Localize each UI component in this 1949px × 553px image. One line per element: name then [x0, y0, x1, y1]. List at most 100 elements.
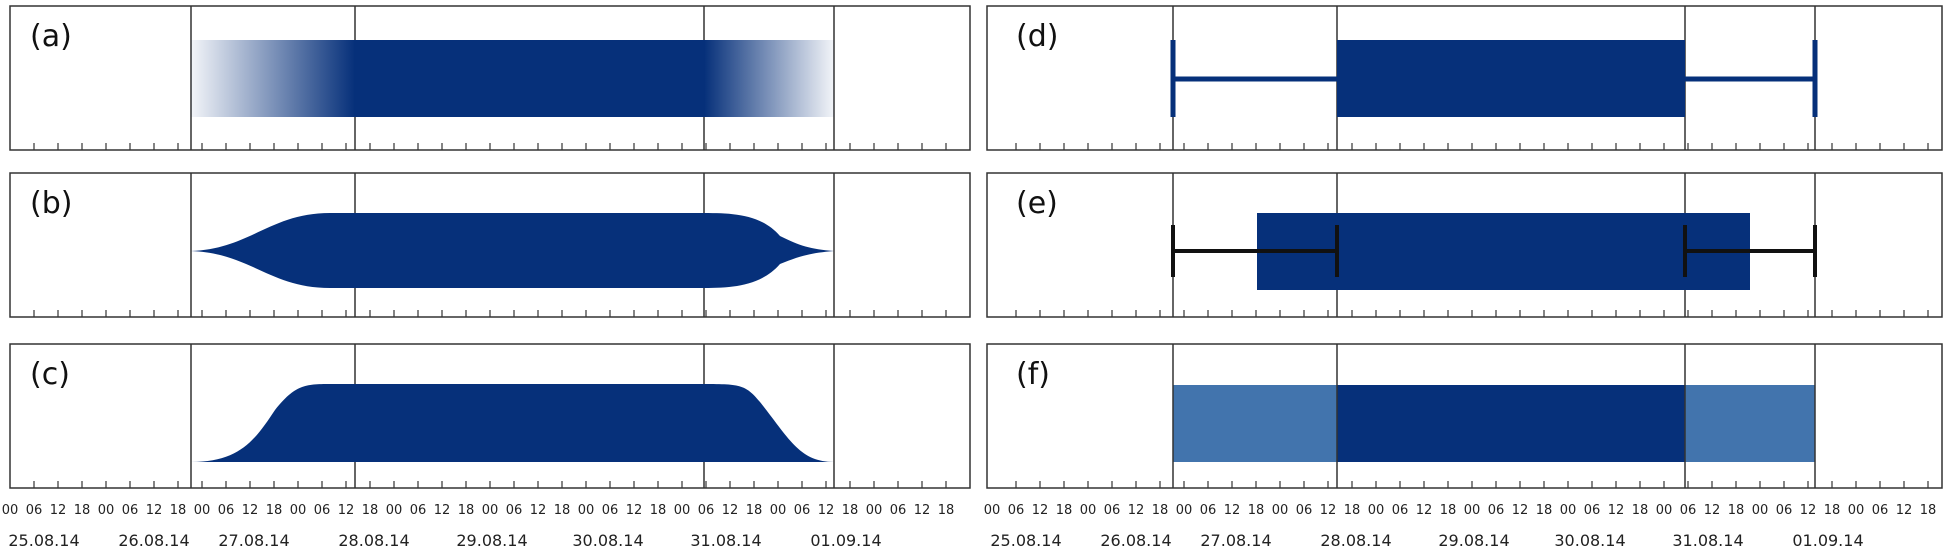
hour-tick-label: 00	[674, 503, 691, 518]
hour-tick-label: 12	[1896, 503, 1913, 518]
date-tick-label: 01.09.14	[1792, 531, 1863, 550]
panel-c-label: (c)	[30, 357, 70, 392]
panel-a-minor-ticks	[33, 143, 947, 150]
date-tick-label: 29.08.14	[456, 531, 527, 550]
hour-tick-label: 18	[1248, 503, 1265, 518]
panel-f: (f)	[986, 343, 1943, 489]
panel-c-rise-fall-shape	[191, 384, 834, 462]
hour-tick-label: 12	[1032, 503, 1049, 518]
panel-d-minor-ticks	[1015, 143, 1929, 150]
hour-tick-label: 18	[458, 503, 475, 518]
hour-tick-label: 06	[506, 503, 523, 518]
hour-tick-label: 18	[1728, 503, 1745, 518]
hour-tick-label: 00	[984, 503, 1001, 518]
panel-a: (a)	[9, 5, 971, 151]
date-tick-label: 27.08.14	[1200, 531, 1271, 550]
panel-f-core-segment	[1337, 385, 1685, 462]
date-tick-label: 25.08.14	[990, 531, 1061, 550]
panel-b: (b)	[9, 172, 971, 318]
date-tick-label: 25.08.14	[8, 531, 79, 550]
date-tick-label: 31.08.14	[1672, 531, 1743, 550]
hour-tick-label: 00	[290, 503, 307, 518]
date-tick-label: 30.08.14	[572, 531, 643, 550]
hour-tick-label: 00	[2, 503, 19, 518]
hour-tick-label: 18	[1824, 503, 1841, 518]
hour-tick-label: 06	[1104, 503, 1121, 518]
panel-e-frame	[986, 172, 1943, 318]
hour-tick-label: 00	[1848, 503, 1865, 518]
panel-e-label: (e)	[1016, 186, 1058, 221]
panel-c-minor-ticks	[33, 481, 947, 488]
hour-tick-label: 06	[1200, 503, 1217, 518]
hour-tick-label: 18	[746, 503, 763, 518]
panel-d-core-bar	[1337, 40, 1685, 117]
panel-c: (c)	[9, 343, 971, 489]
panel-b-taper-shape	[191, 213, 834, 288]
hour-tick-label: 18	[554, 503, 571, 518]
hour-tick-label: 18	[266, 503, 283, 518]
hour-tick-label: 00	[1080, 503, 1097, 518]
hour-tick-label: 12	[434, 503, 451, 518]
hour-tick-label: 12	[1128, 503, 1145, 518]
left-axis-hour-labels: 00 06 12 18 00 06 12 18 00 06 12 18 00 0…	[2, 503, 955, 518]
date-tick-label: 27.08.14	[218, 531, 289, 550]
hour-tick-label: 00	[578, 503, 595, 518]
panel-d: (d)	[986, 5, 1943, 151]
hour-tick-label: 12	[914, 503, 931, 518]
hour-tick-label: 06	[1872, 503, 1889, 518]
hour-tick-label: 00	[98, 503, 115, 518]
hour-tick-label: 00	[1560, 503, 1577, 518]
panel-d-frame	[986, 5, 1943, 151]
hour-tick-label: 18	[650, 503, 667, 518]
hour-tick-label: 18	[74, 503, 91, 518]
hour-tick-label: 12	[146, 503, 163, 518]
hour-tick-label: 12	[1608, 503, 1625, 518]
hour-tick-label: 00	[866, 503, 883, 518]
right-time-axis: 00 06 12 18 00 06 12 18 00 06 12 18 00 0…	[984, 503, 1937, 550]
hour-tick-label: 12	[50, 503, 67, 518]
hour-tick-label: 12	[242, 503, 259, 518]
hour-tick-label: 06	[1776, 503, 1793, 518]
hour-tick-label: 18	[1920, 503, 1937, 518]
hour-tick-label: 06	[698, 503, 715, 518]
hour-tick-label: 18	[1152, 503, 1169, 518]
hour-tick-label: 12	[722, 503, 739, 518]
right-axis-hour-labels: 00 06 12 18 00 06 12 18 00 06 12 18 00 0…	[984, 503, 1937, 518]
hour-tick-label: 00	[194, 503, 211, 518]
hour-tick-label: 06	[314, 503, 331, 518]
panel-a-fade-out	[704, 40, 834, 117]
hour-tick-label: 18	[170, 503, 187, 518]
hour-tick-label: 06	[1680, 503, 1697, 518]
left-time-axis: 00 06 12 18 00 06 12 18 00 06 12 18 00 0…	[2, 503, 955, 550]
date-tick-label: 30.08.14	[1554, 531, 1625, 550]
hour-tick-label: 06	[122, 503, 139, 518]
panel-b-minor-ticks	[33, 310, 947, 317]
panel-b-label: (b)	[30, 186, 72, 221]
panel-a-fade-in	[191, 40, 355, 117]
date-tick-label: 28.08.14	[1320, 531, 1391, 550]
panel-e-bar	[1257, 213, 1750, 290]
hour-tick-label: 18	[842, 503, 859, 518]
hour-tick-label: 12	[1512, 503, 1529, 518]
hour-tick-label: 12	[338, 503, 355, 518]
panel-f-label: (f)	[1016, 357, 1050, 392]
hour-tick-label: 00	[482, 503, 499, 518]
hour-tick-label: 06	[890, 503, 907, 518]
hour-tick-label: 12	[1416, 503, 1433, 518]
hour-tick-label: 06	[410, 503, 427, 518]
hour-tick-label: 18	[1632, 503, 1649, 518]
panel-f-frame	[986, 343, 1943, 489]
hour-tick-label: 12	[1704, 503, 1721, 518]
hour-tick-label: 12	[1800, 503, 1817, 518]
panel-a-label: (a)	[30, 19, 72, 54]
date-tick-label: 29.08.14	[1438, 531, 1509, 550]
hour-tick-label: 12	[530, 503, 547, 518]
hour-tick-label: 18	[1440, 503, 1457, 518]
hour-tick-label: 00	[386, 503, 403, 518]
hour-tick-label: 12	[818, 503, 835, 518]
hour-tick-label: 12	[626, 503, 643, 518]
hour-tick-label: 00	[1272, 503, 1289, 518]
hour-tick-label: 06	[218, 503, 235, 518]
hour-tick-label: 18	[1344, 503, 1361, 518]
